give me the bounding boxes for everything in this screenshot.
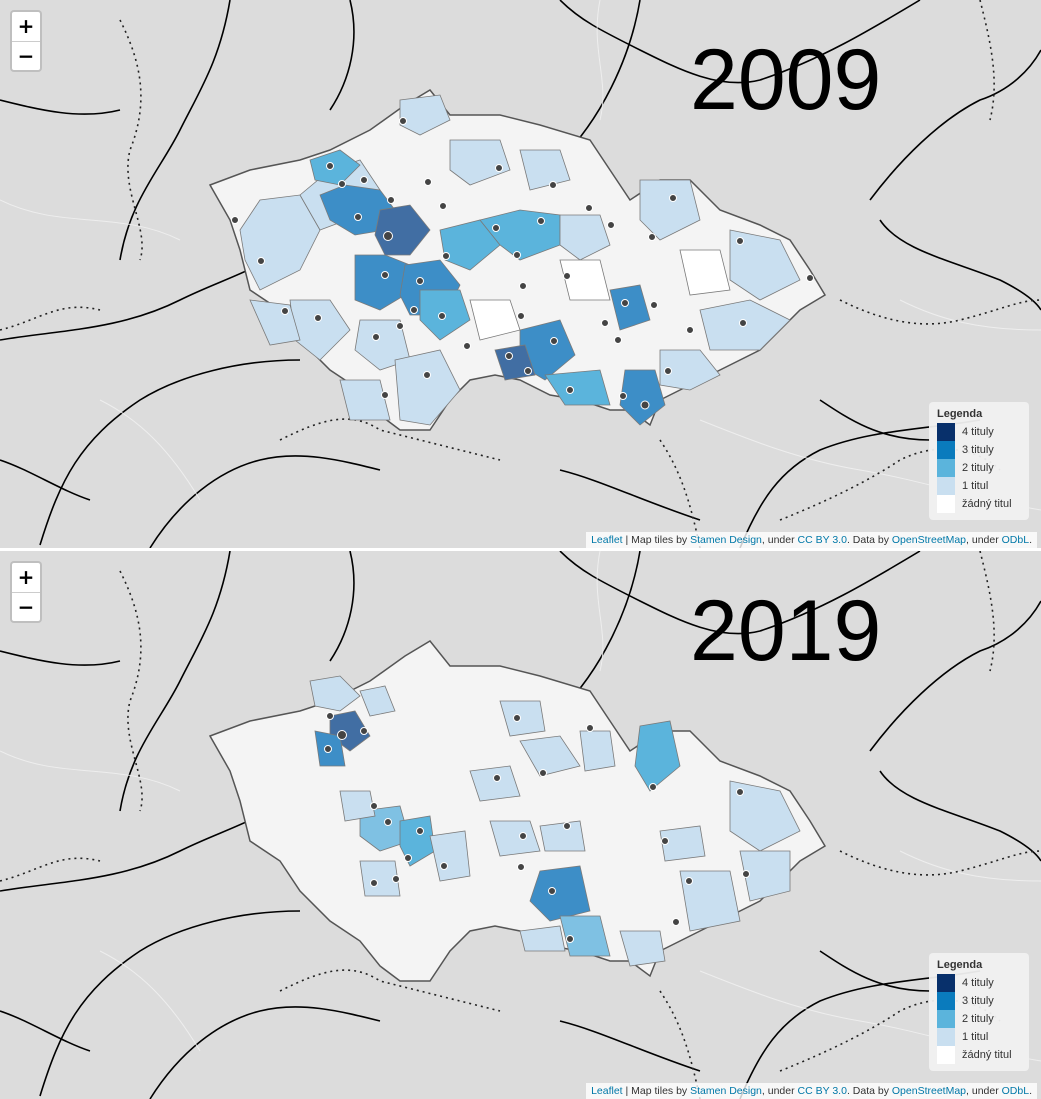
basemap-2019 — [0, 551, 1041, 1099]
attribution-text: | Map tiles by — [622, 534, 691, 546]
ccby-link[interactable]: CC BY 3.0 — [797, 534, 847, 546]
district-points — [231, 117, 814, 410]
zoom-control: + − — [10, 561, 42, 623]
stamen-link[interactable]: Stamen Design — [690, 534, 762, 546]
odbl-link[interactable]: ODbL — [1001, 534, 1030, 546]
zoom-out-button[interactable]: − — [17, 595, 35, 619]
map-panel-2009[interactable]: + − 2009 Legenda 4 tituly 3 tituly 2 tit… — [0, 0, 1041, 548]
legend-label: 3 tituly — [962, 444, 994, 456]
legend-item: 4 tituly — [937, 423, 1021, 441]
legend-item: 1 titul — [937, 1028, 1021, 1046]
leaflet-link[interactable]: Leaflet — [591, 1085, 623, 1097]
legend-item: 2 tituly — [937, 1010, 1021, 1028]
osm-link[interactable]: OpenStreetMap — [891, 534, 967, 546]
stamen-link[interactable]: Stamen Design — [690, 1085, 762, 1097]
legend-item: 2 tituly — [937, 459, 1021, 477]
year-title: 2009 — [690, 32, 882, 128]
basemap-2009 — [0, 0, 1041, 548]
attribution-text: | Map tiles by — [622, 1085, 691, 1097]
legend-swatch — [937, 1028, 955, 1046]
attribution-text: , under — [966, 534, 1002, 546]
legend-item: 3 tituly — [937, 992, 1021, 1010]
attribution: Leaflet | Map tiles by Stamen Design, un… — [586, 1083, 1037, 1099]
attribution-text: . Data by — [846, 1085, 892, 1097]
legend-swatch — [937, 1010, 955, 1028]
legend-swatch — [937, 495, 955, 513]
legend-label: žádný titul — [962, 498, 1012, 510]
legend-swatch — [937, 992, 955, 1010]
legend-label: 2 tituly — [962, 462, 994, 474]
legend-label: 4 tituly — [962, 426, 994, 438]
district-points — [324, 712, 750, 943]
legend-swatch — [937, 477, 955, 495]
legend-swatch — [937, 441, 955, 459]
zoom-out-button[interactable]: − — [17, 44, 35, 68]
attribution-text: , under — [761, 1085, 798, 1097]
osm-link[interactable]: OpenStreetMap — [891, 1085, 967, 1097]
legend-swatch — [937, 423, 955, 441]
attribution: Leaflet | Map tiles by Stamen Design, un… — [586, 532, 1037, 548]
legend-label: 1 titul — [962, 480, 989, 492]
legend-title: Legenda — [937, 408, 983, 420]
zoom-in-button[interactable]: + — [12, 563, 40, 593]
legend-label: 3 tituly — [962, 995, 994, 1007]
attribution-text: . Data by — [846, 534, 892, 546]
leaflet-link[interactable]: Leaflet — [591, 534, 623, 546]
zoom-in-button[interactable]: + — [12, 12, 40, 42]
odbl-link[interactable]: ODbL — [1001, 1085, 1030, 1097]
legend-label: 2 tituly — [962, 1013, 994, 1025]
legend-swatch — [937, 459, 955, 477]
legend-title: Legenda — [937, 959, 983, 971]
map-panel-2019[interactable]: + − 2019 Legenda 4 tituly 3 tituly 2 tit… — [0, 551, 1041, 1099]
legend-item: žádný titul — [937, 1046, 1021, 1064]
legend-swatch — [937, 1046, 955, 1064]
ccby-link[interactable]: CC BY 3.0 — [797, 1085, 847, 1097]
year-title: 2019 — [690, 583, 882, 679]
legend-label: žádný titul — [962, 1049, 1012, 1061]
zoom-control: + − — [10, 10, 42, 72]
attribution-text: . — [1029, 534, 1032, 546]
legend-item: 3 tituly — [937, 441, 1021, 459]
roads — [0, 0, 1041, 548]
attribution-text: , under — [761, 534, 798, 546]
attribution-text: , under — [966, 1085, 1002, 1097]
legend-item: 1 titul — [937, 477, 1021, 495]
legend-item: žádný titul — [937, 495, 1021, 513]
legend: Legenda 4 tituly 3 tituly 2 tituly 1 tit… — [929, 953, 1029, 1071]
attribution-text: . — [1029, 1085, 1032, 1097]
legend-swatch — [937, 974, 955, 992]
legend: Legenda 4 tituly 3 tituly 2 tituly 1 tit… — [929, 402, 1029, 520]
legend-label: 1 titul — [962, 1031, 989, 1043]
legend-label: 4 tituly — [962, 977, 994, 989]
legend-item: 4 tituly — [937, 974, 1021, 992]
